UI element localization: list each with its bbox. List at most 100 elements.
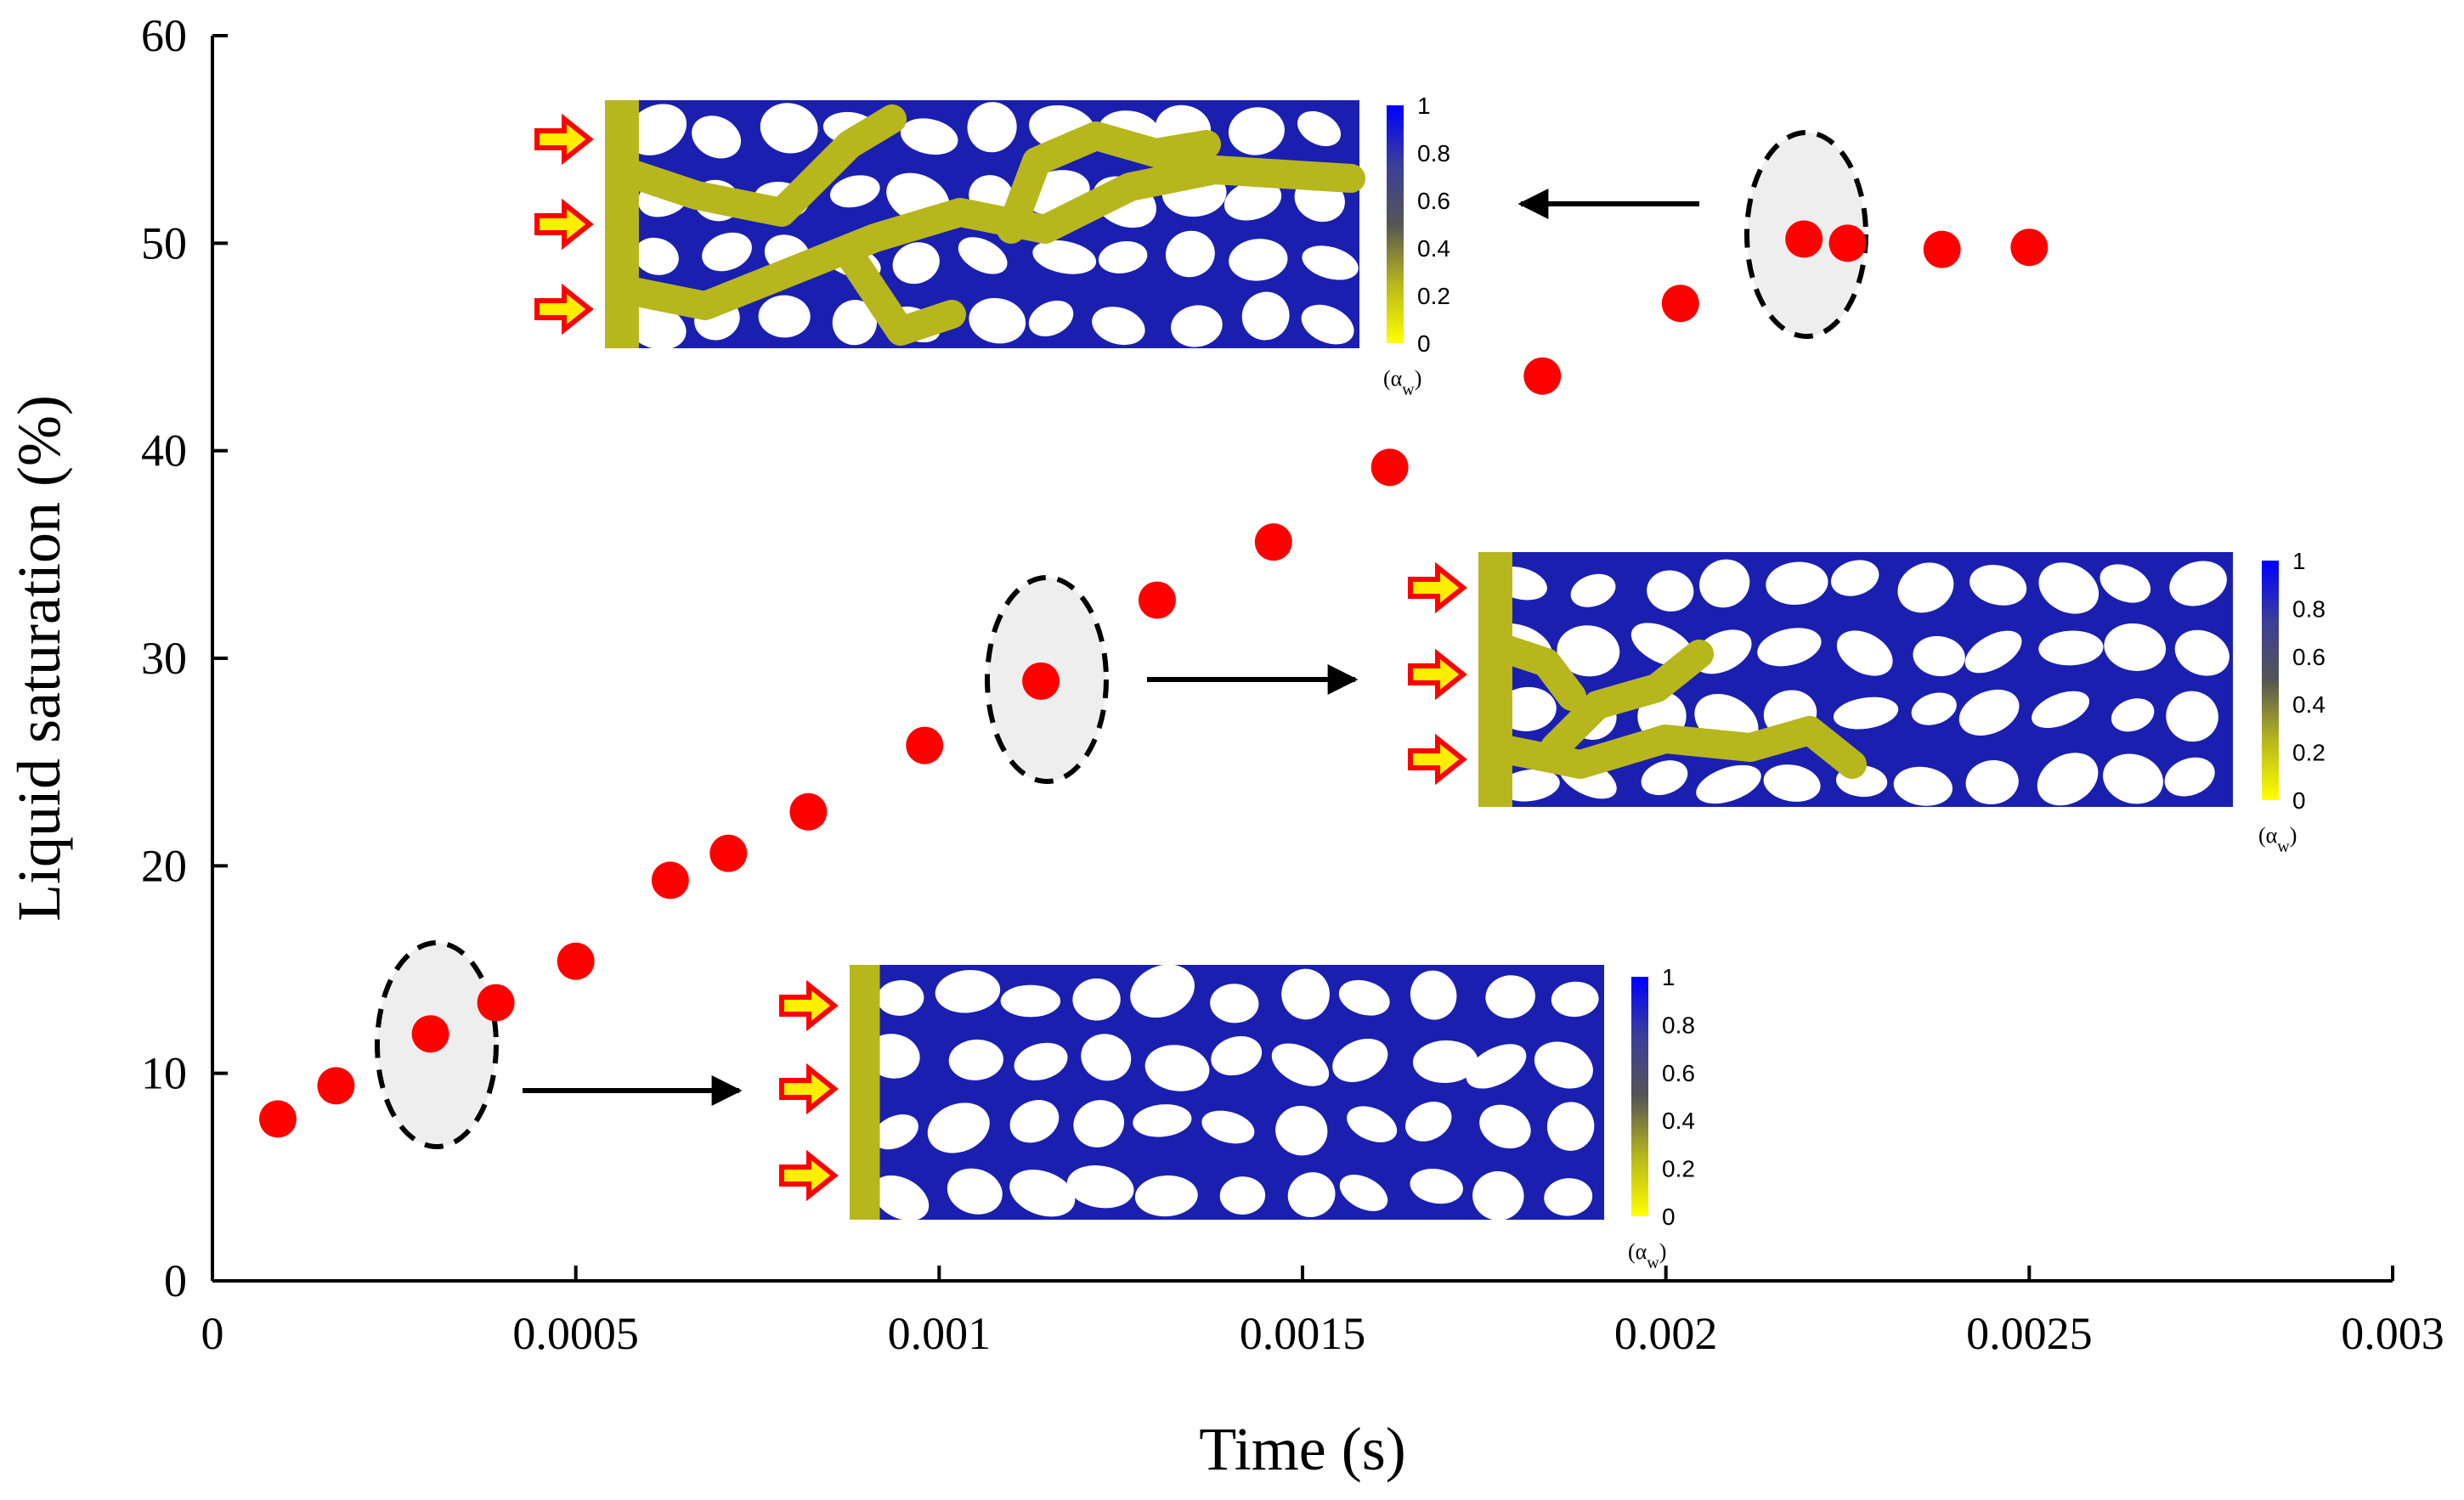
y-tick-label: 0 xyxy=(164,1255,187,1306)
colorbar-tick-label: 0.6 xyxy=(1662,1060,1695,1086)
inset-pore xyxy=(935,970,1001,1013)
y-ticks: 0 10 20 30 40 50 60 xyxy=(141,10,228,1306)
inset-pore xyxy=(1210,984,1259,1023)
inset-pore xyxy=(1229,239,1288,281)
inset-pore xyxy=(1072,978,1121,1021)
inset-pore xyxy=(1485,975,1535,1018)
data-point xyxy=(557,942,595,980)
insets: 10.80.60.40.20(αw)10.80.60.40.20(αw)10.8… xyxy=(534,93,2326,1272)
inset-pore xyxy=(1647,570,1694,612)
colorbar-tick-label: 1 xyxy=(2292,548,2306,574)
inset-pore xyxy=(892,242,940,285)
y-axis-title: Liquid saturation (%) xyxy=(5,395,73,922)
inlet-arrow-icon xyxy=(1408,733,1467,786)
data-point xyxy=(1138,581,1176,619)
inset-pore xyxy=(1410,970,1457,1020)
inset-pore xyxy=(1763,764,1821,802)
inset-pore xyxy=(1338,979,1390,1016)
colorbar-tick-label: 0.8 xyxy=(1662,1012,1695,1038)
inset-pore xyxy=(2038,562,2099,614)
axes: 0 0.0005 0.001 0.0015 0.002 0.0025 0.003 01020… xyxy=(5,10,2444,1483)
inset-pore xyxy=(967,102,1017,153)
colorbar-tick-label: 0.6 xyxy=(1417,188,1450,214)
colorbar-tick-label: 0.8 xyxy=(2292,595,2326,622)
colorbar-unit-subscript: w xyxy=(1402,381,1415,399)
data-point xyxy=(1022,662,1060,700)
data-point xyxy=(1254,523,1292,561)
inset-liquid-path xyxy=(606,155,1365,320)
inset-pore xyxy=(1032,240,1097,274)
inset-pore xyxy=(1410,1168,1463,1204)
inset-pore xyxy=(1757,628,1822,667)
inset-pore xyxy=(1144,1045,1210,1091)
y-tick-label: 20 xyxy=(141,840,187,891)
colorbar-unit-text: (α xyxy=(1628,1239,1647,1264)
inset-pore xyxy=(2169,561,2227,606)
inset-pore xyxy=(1092,307,1145,346)
inset-pore xyxy=(832,300,878,346)
colorbar-unit-label: (αw) xyxy=(1383,366,1421,399)
colorbar-unit-close: ) xyxy=(1415,366,1422,391)
inset-pore xyxy=(2038,630,2104,666)
colorbar-tick-label: 0 xyxy=(2292,787,2306,814)
inset-pore xyxy=(947,1168,1003,1215)
colorbar-unit-text: (α xyxy=(1383,366,1403,391)
inset-pore xyxy=(1958,689,2020,736)
inset-pore xyxy=(1201,1110,1255,1144)
data-point xyxy=(906,726,944,764)
colorbar-unit-label: (αw) xyxy=(2258,823,2297,856)
colorbar-tick-label: 0.6 xyxy=(2292,644,2326,670)
inset-pore xyxy=(948,1039,1003,1080)
data-point xyxy=(477,984,515,1022)
data-point xyxy=(1370,448,1409,487)
inset-pore xyxy=(1009,1100,1060,1143)
colorbar-unit-label: (αw) xyxy=(1628,1239,1666,1272)
y-tick-label: 30 xyxy=(141,633,187,684)
inset-liquid-path xyxy=(997,121,1221,244)
inset-pore xyxy=(1551,981,1599,1018)
inset-pore xyxy=(1412,1040,1478,1084)
inset-pore xyxy=(1641,760,1688,796)
inset-early: 1 0.8 0.6 0.4 0.2 0 (αw) xyxy=(779,964,1695,1272)
data-point xyxy=(1523,357,1562,395)
inset-pore xyxy=(2174,629,2229,676)
colorbar-tick-label: 0.4 xyxy=(1417,235,1450,262)
data-point xyxy=(789,792,828,831)
inset-pore xyxy=(2164,757,2215,797)
inset-pore xyxy=(1211,1035,1263,1076)
inset-pore xyxy=(1165,230,1215,278)
data-point xyxy=(651,861,689,899)
colorbar xyxy=(1631,977,1648,1216)
inset-pore xyxy=(1970,565,2027,606)
inset-pore xyxy=(1281,968,1330,1020)
colorbar-unit-close: ) xyxy=(2290,823,2297,848)
x-tick-label: 0.0015 xyxy=(1240,1308,1366,1359)
y-tick-label: 10 xyxy=(141,1048,187,1099)
inset-pore xyxy=(1696,764,1761,804)
inset-pore xyxy=(1893,766,1953,806)
inset-pore xyxy=(758,295,811,338)
inset-pore xyxy=(1472,1170,1524,1221)
inset-pore xyxy=(1557,625,1620,677)
colorbar-tick-label: 0.2 xyxy=(1662,1156,1695,1182)
inset-pore xyxy=(1913,635,1965,677)
inset-pore xyxy=(702,232,752,272)
inset-pore xyxy=(927,1102,990,1153)
data-point xyxy=(1661,285,1699,323)
colorbar-tick-label: 0.4 xyxy=(1662,1108,1695,1134)
inset-pore xyxy=(1544,1178,1593,1216)
colorbar xyxy=(2262,561,2279,800)
inset-pore xyxy=(969,297,1026,344)
inset-pore xyxy=(1228,107,1285,155)
colorbar-tick-label: 0.2 xyxy=(2292,740,2326,766)
x-tick-label: 0 xyxy=(201,1308,224,1359)
colorbar-unit-close: ) xyxy=(1659,1239,1667,1264)
inset-pore xyxy=(900,118,958,155)
inset-pore xyxy=(1833,696,1899,730)
data-point xyxy=(1785,220,1823,258)
inset-pore xyxy=(1219,1176,1266,1215)
inset-pore xyxy=(1275,1105,1328,1156)
inset-pore xyxy=(2037,753,2099,806)
data-points xyxy=(258,220,2049,1138)
